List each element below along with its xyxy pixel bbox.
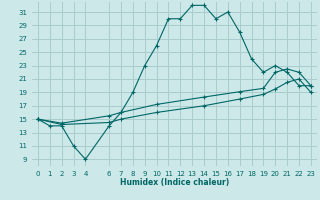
X-axis label: Humidex (Indice chaleur): Humidex (Indice chaleur) (120, 178, 229, 187)
